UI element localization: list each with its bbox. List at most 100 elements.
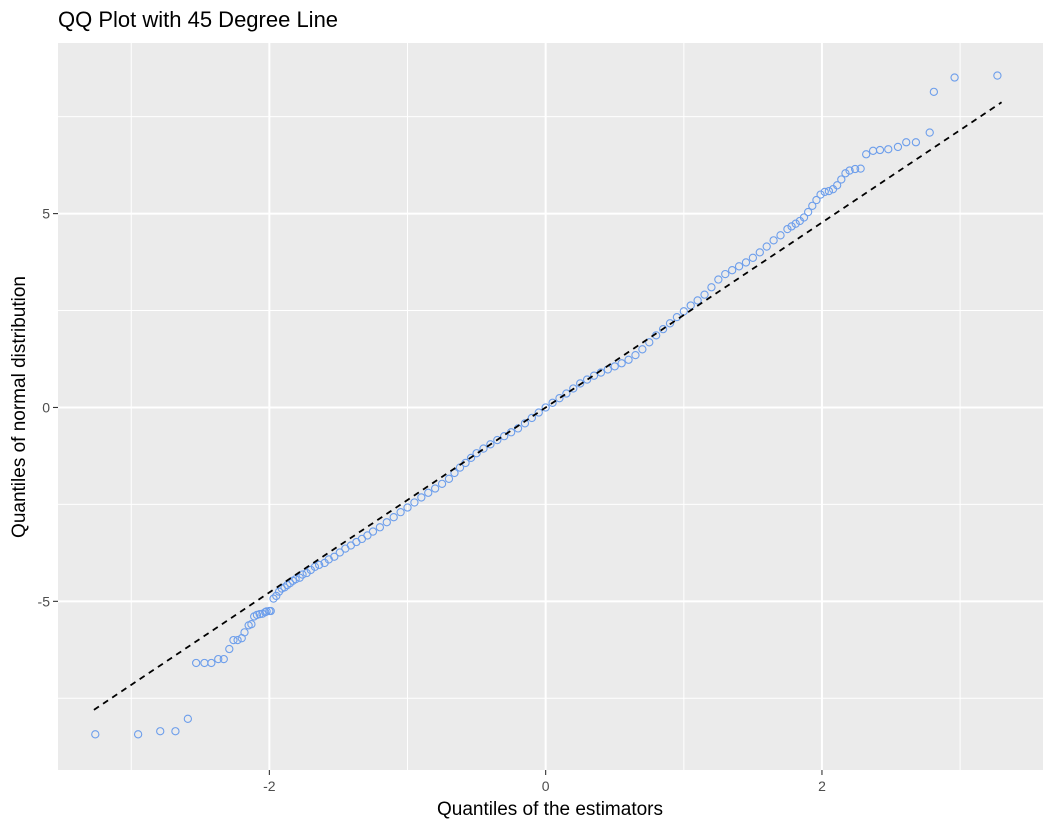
data-point — [812, 195, 821, 205]
data-point — [280, 583, 289, 592]
y-tick-label: 5 — [42, 206, 50, 222]
data-point — [91, 730, 100, 739]
data-point — [734, 262, 744, 271]
data-point — [714, 275, 723, 284]
x-axis-title: Quantiles of the estimators — [437, 799, 663, 820]
data-point — [479, 444, 488, 453]
x-tick-label: 2 — [818, 778, 826, 794]
data-point — [816, 190, 825, 199]
data-point — [335, 548, 344, 557]
data-point — [314, 560, 324, 570]
data-point — [686, 301, 695, 310]
data-point — [776, 231, 785, 240]
data-point — [247, 620, 256, 629]
data-point — [624, 355, 633, 364]
data-point — [527, 413, 536, 423]
data-point — [310, 562, 320, 571]
data-point — [833, 181, 842, 190]
data-point — [911, 138, 921, 147]
data-point — [133, 730, 143, 739]
data-point — [762, 242, 771, 251]
data-point — [925, 128, 934, 137]
data-point — [728, 266, 737, 275]
data-point — [929, 87, 939, 97]
data-point — [631, 350, 640, 360]
data-point — [156, 727, 165, 736]
data-point — [993, 71, 1002, 80]
data-point — [589, 371, 599, 380]
data-point — [437, 479, 447, 489]
chart-title: QQ Plot with 45 Degree Line — [58, 7, 338, 32]
data-point — [856, 164, 865, 173]
data-point — [500, 432, 509, 441]
data-point — [875, 145, 885, 155]
data-point — [541, 403, 550, 412]
data-point — [444, 474, 454, 483]
x-tick-label: 0 — [542, 778, 550, 794]
y-axis-ticks: -5 0 5 — [38, 206, 58, 609]
data-point — [330, 552, 339, 561]
data-point — [799, 213, 809, 222]
data-point — [255, 609, 264, 619]
data-point — [700, 290, 709, 299]
data-point — [755, 248, 764, 257]
y-tick-label: -5 — [38, 593, 51, 609]
data-point — [707, 283, 716, 292]
data-point — [741, 258, 751, 267]
y-tick-label: 0 — [42, 399, 50, 415]
data-point — [225, 644, 234, 654]
data-point — [375, 523, 385, 532]
data-point — [240, 628, 249, 637]
data-point — [261, 608, 270, 617]
data-point — [363, 531, 372, 540]
data-point — [207, 658, 216, 668]
data-point — [721, 269, 730, 279]
data-point — [893, 142, 903, 152]
data-point — [368, 527, 378, 536]
data-point — [841, 169, 850, 178]
data-point — [693, 296, 702, 305]
data-point — [219, 654, 228, 664]
data-point — [424, 488, 433, 497]
data-point — [183, 714, 193, 723]
data-point — [824, 186, 834, 196]
data-point — [382, 518, 391, 527]
data-point — [638, 345, 647, 354]
data-point — [808, 201, 817, 210]
data-point — [555, 394, 564, 403]
data-point — [837, 175, 846, 184]
data-point — [884, 145, 893, 154]
data-point — [269, 594, 278, 603]
x-tick-label: -2 — [263, 778, 276, 794]
data-point — [769, 236, 778, 245]
data-point — [266, 606, 275, 616]
data-point — [389, 513, 398, 522]
data-point — [950, 73, 959, 82]
data-point — [403, 503, 412, 512]
data-point — [466, 453, 476, 463]
data-point — [787, 222, 796, 231]
data-point — [191, 658, 201, 668]
data-point — [548, 398, 557, 407]
data-point — [272, 591, 281, 601]
data-point — [902, 138, 911, 147]
data-point — [845, 166, 854, 175]
data-point — [229, 635, 238, 645]
data-point — [803, 207, 813, 217]
y-axis-title: Quantiles of normal distribution — [9, 276, 30, 538]
data-point — [396, 508, 405, 517]
data-point — [298, 570, 307, 579]
data-point — [171, 727, 180, 736]
data-points — [91, 71, 1002, 739]
data-point — [493, 435, 502, 445]
data-point — [617, 359, 626, 368]
data-point — [791, 219, 800, 228]
data-point — [783, 224, 792, 234]
data-point — [645, 338, 654, 347]
data-point — [430, 484, 440, 493]
data-point — [562, 389, 571, 398]
data-point — [486, 440, 495, 449]
data-point — [410, 498, 419, 507]
data-point — [233, 635, 242, 645]
